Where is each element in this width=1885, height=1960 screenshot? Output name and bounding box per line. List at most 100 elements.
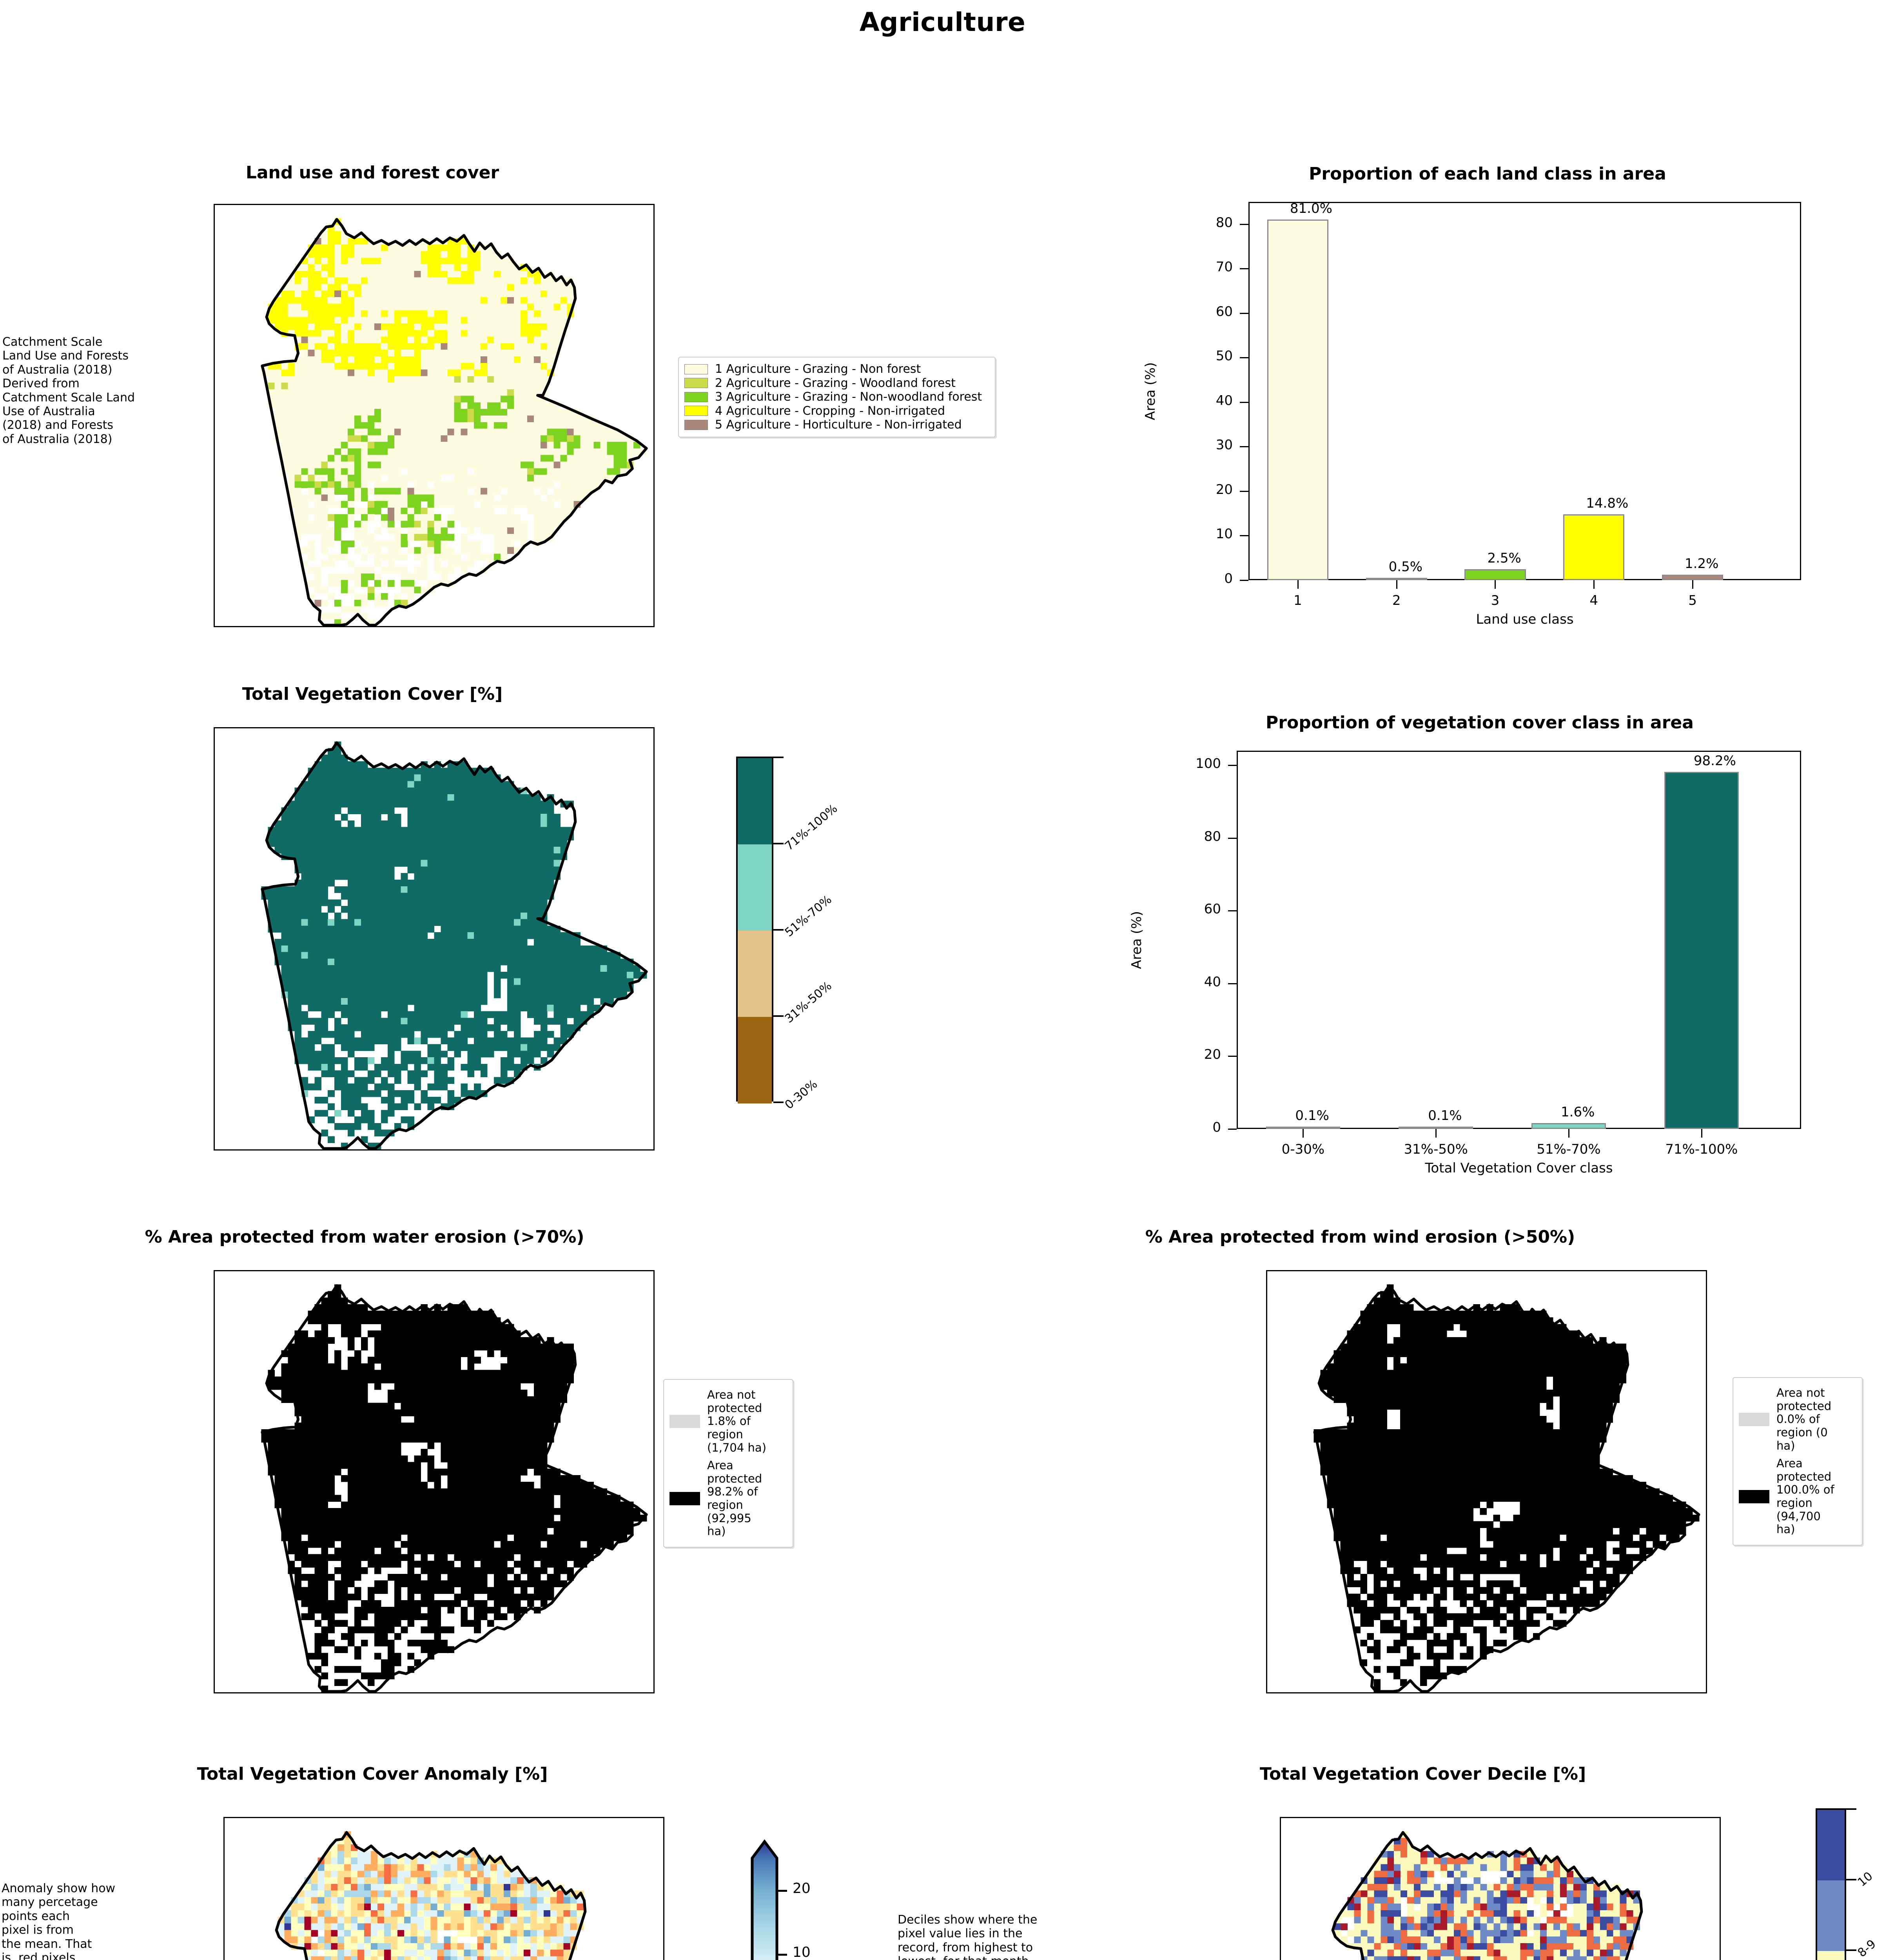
y-tick-label: 80: [1204, 828, 1221, 844]
legend-item: Area protected 100.0% of region (94,700 …: [1739, 1457, 1856, 1536]
legend-swatch-2: [684, 378, 708, 388]
x-tick: [1495, 580, 1496, 589]
land-class-xlabel: Land use class: [1476, 612, 1574, 627]
x-tick-label: 1: [1294, 593, 1302, 608]
bar-value-label: 81.0%: [1290, 201, 1332, 217]
y-tick-label: 100: [1196, 756, 1221, 772]
veg-cover-ylabel: Area (%): [1129, 911, 1145, 969]
colorbar-segment: [1817, 1810, 1845, 1881]
y-tick: [1240, 401, 1248, 403]
colorbar-tick: [773, 1015, 784, 1017]
y-tick: [1240, 535, 1248, 537]
bar[interactable]: [1399, 1127, 1473, 1129]
bar[interactable]: [1531, 1123, 1606, 1129]
y-tick-label: 30: [1216, 437, 1233, 453]
y-tick: [1240, 490, 1248, 492]
anomaly-map[interactable]: [223, 1817, 664, 1960]
veg-cover-chart: Proportion of vegetation cover class in …: [1117, 706, 1842, 1196]
y-tick-label: 60: [1204, 901, 1221, 917]
bar-value-label: 0.1%: [1428, 1108, 1462, 1123]
legend-label: Area not protected 0.0% of region (0 ha): [1776, 1386, 1832, 1452]
bar-value-label: 1.6%: [1561, 1104, 1595, 1120]
veg-cover-xlabel: Total Vegetation Cover class: [1425, 1160, 1613, 1176]
land-class-chart-title: Proportion of each land class in area: [1309, 164, 1666, 184]
land-use-side-note: Catchment Scale Land Use and Forests of …: [2, 335, 135, 446]
y-tick: [1240, 312, 1248, 314]
bar[interactable]: [1662, 575, 1724, 580]
bar[interactable]: [1563, 514, 1625, 580]
legend-swatch-not-protected: [669, 1415, 700, 1428]
legend-label: 2 Agriculture - Grazing - Woodland fores…: [715, 376, 956, 390]
colorbar-segment: [1817, 1880, 1845, 1951]
water-erosion-map[interactable]: [214, 1270, 655, 1693]
colorbar-label: 0-30%: [782, 1077, 820, 1112]
x-tick: [1297, 580, 1299, 589]
colorbar-label: 71%-100%: [782, 802, 840, 853]
colorbar-segment: [738, 844, 772, 931]
land-class-ylabel: Area (%): [1143, 362, 1158, 420]
legend-label: 4 Agriculture - Cropping - Non-irrigated: [715, 404, 945, 418]
veg-cover-map[interactable]: [214, 727, 655, 1151]
x-tick: [1701, 1129, 1702, 1138]
land-class-chart: Proportion of each land class in area Ar…: [1137, 157, 1838, 647]
y-tick-label: 0: [1224, 571, 1233, 586]
y-tick: [1240, 357, 1248, 359]
x-tick-label: 71%-100%: [1665, 1142, 1738, 1157]
bar-value-label: 14.8%: [1586, 495, 1629, 511]
veg-cover-colorbar: [736, 757, 773, 1103]
wind-erosion-map[interactable]: [1266, 1270, 1707, 1693]
colorbar-tick: [1846, 1879, 1856, 1880]
decile-map[interactable]: [1280, 1817, 1721, 1960]
x-tick: [1593, 580, 1595, 589]
legend-swatch-3: [684, 392, 708, 402]
y-tick-label: 20: [1216, 481, 1233, 497]
bar[interactable]: [1266, 1127, 1341, 1129]
x-tick-label: 0-30%: [1281, 1142, 1325, 1157]
legend-item: 4 Agriculture - Cropping - Non-irrigated: [684, 405, 989, 417]
land-class-plot-area: [1248, 202, 1801, 580]
x-tick-label: 3: [1491, 593, 1500, 608]
anomaly-side-note: Anomaly show how many percetage points e…: [2, 1882, 116, 1960]
x-tick: [1303, 1129, 1304, 1138]
bar[interactable]: [1366, 578, 1427, 580]
anomaly-colorbar-gradient: [751, 1839, 778, 1960]
legend-label: Area protected 100.0% of region (94,700 …: [1776, 1457, 1834, 1536]
legend-label: 3 Agriculture - Grazing - Non-woodland f…: [715, 390, 982, 404]
colorbar-label: 20: [793, 1880, 811, 1897]
legend-item: 2 Agriculture - Grazing - Woodland fores…: [684, 377, 989, 390]
veg-cover-chart-title: Proportion of vegetation cover class in …: [1266, 713, 1694, 733]
bar[interactable]: [1664, 771, 1739, 1129]
y-tick-label: 70: [1216, 259, 1233, 275]
water-erosion-legend: Area not protected 1.8% of region (1,704…: [663, 1379, 793, 1548]
legend-label: Area not protected 1.8% of region (1,704…: [707, 1388, 767, 1454]
colorbar-segment: [738, 931, 772, 1017]
colorbar-tick: [773, 929, 784, 931]
land-use-map[interactable]: [214, 204, 655, 627]
wind-erosion-map-svg: [1313, 1284, 1700, 1692]
y-tick: [1228, 765, 1237, 766]
y-tick: [1240, 268, 1248, 270]
x-tick: [1692, 580, 1694, 589]
legend-item: Area not protected 1.8% of region (1,704…: [669, 1388, 787, 1454]
veg-cover-map-svg: [261, 741, 648, 1149]
bar[interactable]: [1267, 220, 1328, 580]
colorbar-label: 10: [793, 1944, 811, 1960]
wind-erosion-legend: Area not protected 0.0% of region (0 ha)…: [1733, 1377, 1863, 1546]
bar[interactable]: [1464, 569, 1526, 580]
y-tick: [1228, 983, 1237, 984]
y-tick: [1240, 580, 1248, 581]
bar-value-label: 0.1%: [1295, 1108, 1329, 1123]
water-erosion-map-svg: [261, 1284, 648, 1692]
y-tick-label: 60: [1216, 303, 1233, 319]
x-tick-label: 31%-50%: [1404, 1142, 1468, 1157]
colorbar-label: 51%-70%: [782, 893, 835, 940]
legend-label: Area protected 98.2% of region (92,995 h…: [707, 1459, 762, 1538]
legend-item: Area not protected 0.0% of region (0 ha): [1739, 1386, 1856, 1452]
colorbar-label: 10: [1855, 1869, 1876, 1889]
decile-colorbar: [1816, 1808, 1846, 1960]
decile-side-note: Deciles show where the pixel value lies …: [898, 1913, 1038, 1960]
colorbar-tick: [777, 1890, 787, 1892]
colorbar-segment: [1817, 1951, 1845, 1960]
legend-swatch-5: [684, 419, 708, 430]
